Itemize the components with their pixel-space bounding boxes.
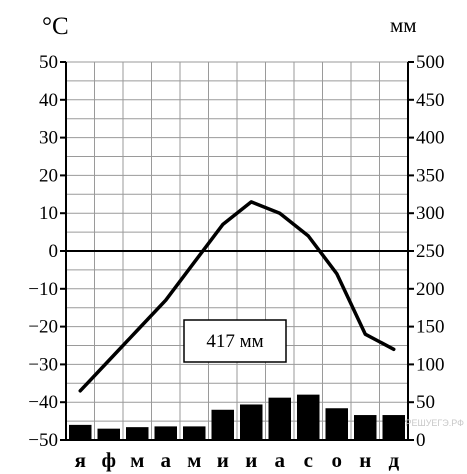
left-tick-label: −10 xyxy=(28,279,58,300)
precipitation-bar xyxy=(126,427,149,440)
right-tick-label: 450 xyxy=(416,90,445,111)
month-label: я xyxy=(75,448,86,472)
precipitation-bar xyxy=(240,404,263,440)
left-tick-label: −20 xyxy=(28,317,58,338)
month-label: а xyxy=(161,448,172,472)
month-label: ф xyxy=(101,448,116,472)
right-tick-label: 200 xyxy=(416,279,445,300)
temperature-line xyxy=(78,200,396,393)
precipitation-bar xyxy=(154,426,177,440)
month-label: с xyxy=(304,448,313,472)
month-label: о xyxy=(332,448,343,472)
left-tick-label: 50 xyxy=(39,52,58,73)
right-tick-label: 500 xyxy=(416,52,445,73)
annotation-box: 417 мм xyxy=(183,319,287,363)
left-tick-label: 20 xyxy=(39,165,58,186)
month-label: м xyxy=(187,448,201,472)
left-tick-label: 0 xyxy=(49,241,59,262)
left-unit-label: °C xyxy=(42,13,69,40)
precipitation-bar xyxy=(183,426,206,440)
left-tick-label: 40 xyxy=(39,90,58,111)
precipitation-bar xyxy=(268,397,291,440)
month-label: и xyxy=(245,448,257,472)
precipitation-bar xyxy=(382,415,405,440)
left-tick-label: −30 xyxy=(28,354,58,375)
left-axis-ticks: 50 40 30 20 10 0 −10 −20 −30 −40 −50 xyxy=(28,52,66,451)
precipitation-bar xyxy=(211,409,234,440)
right-tick-label: 350 xyxy=(416,165,445,186)
watermark: РЕШУЕГЭ.РФ xyxy=(405,418,464,428)
precipitation-bar xyxy=(325,408,348,440)
month-label: а xyxy=(275,448,286,472)
month-label: д xyxy=(388,448,399,472)
month-label: и xyxy=(217,448,229,472)
right-unit-label: мм xyxy=(390,13,417,37)
precipitation-bar xyxy=(354,415,377,440)
precipitation-bar xyxy=(97,428,120,440)
right-tick-label: 150 xyxy=(416,317,445,338)
precipitation-bar xyxy=(69,424,92,440)
right-tick-label: 400 xyxy=(416,128,445,149)
right-tick-label: 100 xyxy=(416,354,445,375)
left-tick-label: 10 xyxy=(39,203,58,224)
right-tick-label: 300 xyxy=(416,203,445,224)
right-tick-label: 50 xyxy=(416,392,435,413)
right-tick-label: 0 xyxy=(416,430,426,451)
annotation-text: 417 мм xyxy=(206,331,263,352)
left-tick-label: −50 xyxy=(28,430,58,451)
month-label: м xyxy=(130,448,144,472)
right-tick-label: 250 xyxy=(416,241,445,262)
precipitation-bar xyxy=(297,394,320,440)
left-tick-label: −40 xyxy=(28,392,58,413)
left-tick-label: 30 xyxy=(39,128,58,149)
precipitation-bars xyxy=(69,394,405,440)
month-label: н xyxy=(359,448,371,472)
